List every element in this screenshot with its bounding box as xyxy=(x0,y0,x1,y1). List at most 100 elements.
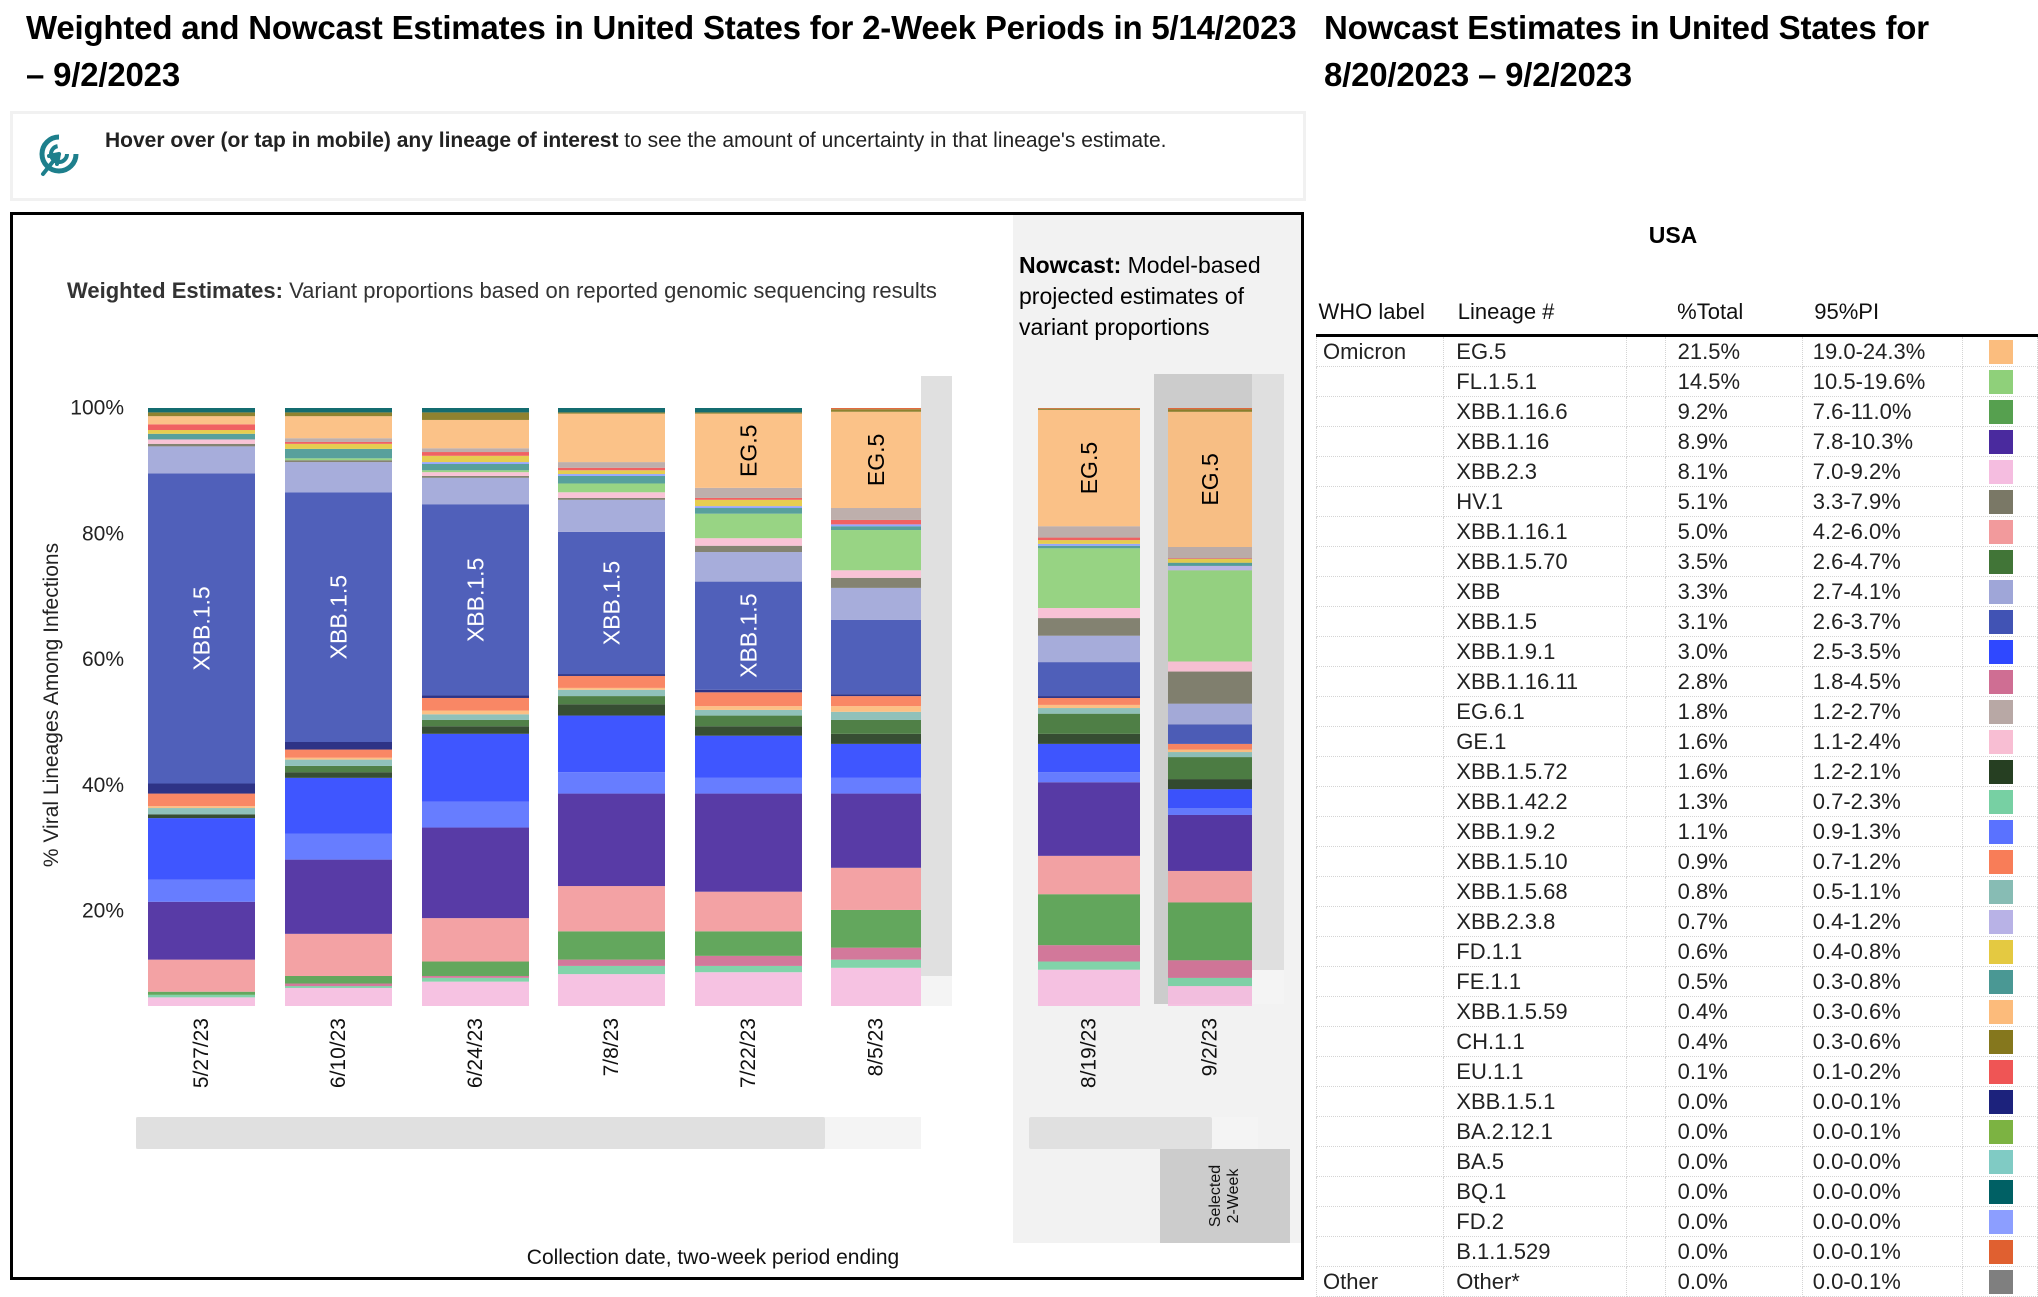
table-row[interactable]: FD.1.1 0.6% 0.4-0.8% xyxy=(1315,936,2038,967)
bar-segment-ge-1[interactable] xyxy=(148,439,255,444)
bar-segment-fd-1-1[interactable] xyxy=(285,443,392,449)
bar-segment-xbb-1-16-6[interactable] xyxy=(695,931,802,956)
bar-segment-xbb-1-42-2[interactable] xyxy=(558,965,665,975)
bar-segment-eg-6-1[interactable] xyxy=(1038,526,1140,538)
bar-segment-xbb-1-5-72[interactable] xyxy=(831,733,921,744)
bar-segment-xbb-1-9-1[interactable] xyxy=(695,735,802,778)
bar-segment-ch-1-1[interactable] xyxy=(148,412,255,417)
bar-segment-xbb-2-3[interactable] xyxy=(422,981,529,1037)
bar-segment-xbb-1-9-2[interactable] xyxy=(1168,808,1252,815)
bar-segment-xbb-2-3[interactable] xyxy=(1038,969,1140,1037)
table-row[interactable]: FL.1.5.1 14.5% 10.5-19.6% xyxy=(1315,366,2038,397)
bar-segment-xbb-1-5-10[interactable] xyxy=(831,696,921,707)
bar-segment-xbb-1-5-10[interactable] xyxy=(422,697,529,711)
bar-segment-fd-1-1[interactable] xyxy=(695,499,802,507)
bar-segment-xbb-1-16[interactable] xyxy=(558,793,665,887)
bar-segment-hv-1[interactable] xyxy=(695,545,802,553)
bar-segment-eg-5[interactable] xyxy=(285,416,392,439)
bar-segment-xbb-1-5-70[interactable] xyxy=(422,719,529,727)
bar-segment-xbb-1-16-6[interactable] xyxy=(1168,902,1252,961)
bar-segment-xbb-1-9-2[interactable] xyxy=(422,801,529,828)
table-row[interactable]: XBB 3.3% 2.7-4.1% xyxy=(1315,576,2038,607)
table-row[interactable]: CH.1.1 0.4% 0.3-0.6% xyxy=(1315,1026,2038,1057)
table-row[interactable]: Omicron EG.5 21.5% 19.0-24.3% xyxy=(1315,335,2038,367)
bar-segment-ch-1-1[interactable] xyxy=(422,412,529,420)
bar-segment-xbb-1-16-6[interactable] xyxy=(1038,894,1140,946)
bar-segment-eg-6-1[interactable] xyxy=(695,487,802,498)
bar-segment-xbb[interactable] xyxy=(831,587,921,620)
bar-segment-xbb-1-5-59[interactable] xyxy=(422,710,529,715)
bar-segment-xbb-1-5[interactable] xyxy=(285,492,392,742)
bar-segment-xbb-1-5-10[interactable] xyxy=(148,793,255,807)
table-row[interactable]: BA.5 0.0% 0.0-0.0% xyxy=(1315,1146,2038,1177)
bar-segment-xbb-1-16-6[interactable] xyxy=(831,909,921,948)
bar-segment-bq-1[interactable] xyxy=(422,408,529,413)
bar-segment-fe-1-1[interactable] xyxy=(422,463,529,471)
bar-segment-ge-1[interactable] xyxy=(1038,608,1140,619)
bar-segment-xbb-1-5-68[interactable] xyxy=(285,759,392,766)
bar-segment-ge-1[interactable] xyxy=(831,570,921,578)
table-row[interactable]: EU.1.1 0.1% 0.1-0.2% xyxy=(1315,1056,2038,1087)
bar-segment-xbb-1-5[interactable] xyxy=(831,619,921,695)
bar-segment-xbb-1-5-10[interactable] xyxy=(1168,743,1252,750)
bar-segment-fd-2[interactable] xyxy=(695,506,802,509)
scroll-thumb[interactable] xyxy=(921,376,952,976)
bar-segment-xbb-1-5-68[interactable] xyxy=(558,689,665,697)
bar-segment-xbb[interactable] xyxy=(148,446,255,474)
bar-segment-xbb-1-42-2[interactable] xyxy=(1038,961,1140,970)
bar-segment-hv-1[interactable] xyxy=(148,443,255,447)
bar-segment-eg-5[interactable] xyxy=(148,416,255,425)
bar-segment-xbb-1-5-72[interactable] xyxy=(695,726,802,736)
bar-segment-xbb-1-5-1[interactable] xyxy=(422,695,529,698)
table-row[interactable]: GE.1 1.6% 1.1-2.4% xyxy=(1315,726,2038,757)
bar-segment-xbb-1-42-2[interactable] xyxy=(285,986,392,988)
scroll-thumb[interactable] xyxy=(1029,1117,1212,1149)
bar-segment-fe-1-1[interactable] xyxy=(831,526,921,531)
bar-segment-xbb[interactable] xyxy=(1038,635,1140,663)
bar-segment-xbb-1-16[interactable] xyxy=(695,793,802,892)
bar-segment-xbb[interactable] xyxy=(558,499,665,532)
bar-segment-xbb-1-16-11[interactable] xyxy=(422,975,529,978)
bar-segment-xbb-1-42-2[interactable] xyxy=(695,965,802,973)
bar-segment-ch-1-1[interactable] xyxy=(695,412,802,414)
bar-segment-xbb-1-16[interactable] xyxy=(285,859,392,934)
bar-segment-xbb[interactable] xyxy=(1168,703,1252,725)
table-row[interactable]: HV.1 5.1% 3.3-7.9% xyxy=(1315,486,2038,517)
bar-segment-eg-6-1[interactable] xyxy=(1168,547,1252,559)
bar-segment-xbb[interactable] xyxy=(695,552,802,582)
bar-segment-xbb-1-5-68[interactable] xyxy=(831,711,921,720)
bar-segment-xbb-1-42-2[interactable] xyxy=(422,977,529,982)
bar-segment-xbb-1-5-70[interactable] xyxy=(1168,757,1252,780)
bar-segment-fe-1-1[interactable] xyxy=(285,448,392,459)
bar-segment-ch-1-1[interactable] xyxy=(831,409,921,412)
table-row[interactable]: BA.2.12.1 0.0% 0.0-0.1% xyxy=(1315,1116,2038,1147)
bar-segment-xbb-1-42-2[interactable] xyxy=(148,994,255,998)
bar-segment-xbb-1-16[interactable] xyxy=(831,793,921,868)
weighted-vertical-scrollbar[interactable] xyxy=(921,376,952,1006)
bar-segment-eg-6-1[interactable] xyxy=(831,508,921,520)
bar-segment-eg-5[interactable] xyxy=(695,413,802,488)
bar-segment-xbb-1-9-2[interactable] xyxy=(558,772,665,794)
table-row[interactable]: XBB.1.5.70 3.5% 2.6-4.7% xyxy=(1315,546,2038,577)
bar-segment-xbb-1-9-2[interactable] xyxy=(831,777,921,794)
bar-segment-ch-1-1[interactable] xyxy=(558,412,665,414)
bar-segment-xbb-1-5[interactable] xyxy=(558,531,665,675)
bar-segment-xbb-2-3[interactable] xyxy=(1168,986,1252,1037)
bar-segment-xbb-1-16-11[interactable] xyxy=(831,947,921,960)
bar-segment-xbb-1-5-1[interactable] xyxy=(695,689,802,693)
bar-segment-ge-1[interactable] xyxy=(558,492,665,498)
bar-segment-fl-1-5-1[interactable] xyxy=(1038,548,1140,609)
table-row[interactable]: XBB.1.5.72 1.6% 1.2-2.1% xyxy=(1315,756,2038,787)
bar-segment-xbb-1-9-1[interactable] xyxy=(831,743,921,778)
bar-segment-xbb-1-5-72[interactable] xyxy=(1038,733,1140,744)
bar-segment-xbb-1-5-68[interactable] xyxy=(695,709,802,716)
bar-segment-bq-1[interactable] xyxy=(285,408,392,413)
bar-segment-hv-1[interactable] xyxy=(422,475,529,478)
bar-segment-xbb-1-16-11[interactable] xyxy=(558,959,665,966)
bar-segment-hv-1[interactable] xyxy=(1038,618,1140,636)
bar-segment-xbb-1-5-59[interactable] xyxy=(1038,704,1140,709)
table-row[interactable]: XBB.1.5.59 0.4% 0.3-0.6% xyxy=(1315,996,2038,1027)
bar-segment-xbb-1-5-10[interactable] xyxy=(558,675,665,688)
table-row[interactable]: XBB.1.5 3.1% 2.6-3.7% xyxy=(1315,606,2038,637)
scroll-thumb[interactable] xyxy=(1252,374,1284,970)
